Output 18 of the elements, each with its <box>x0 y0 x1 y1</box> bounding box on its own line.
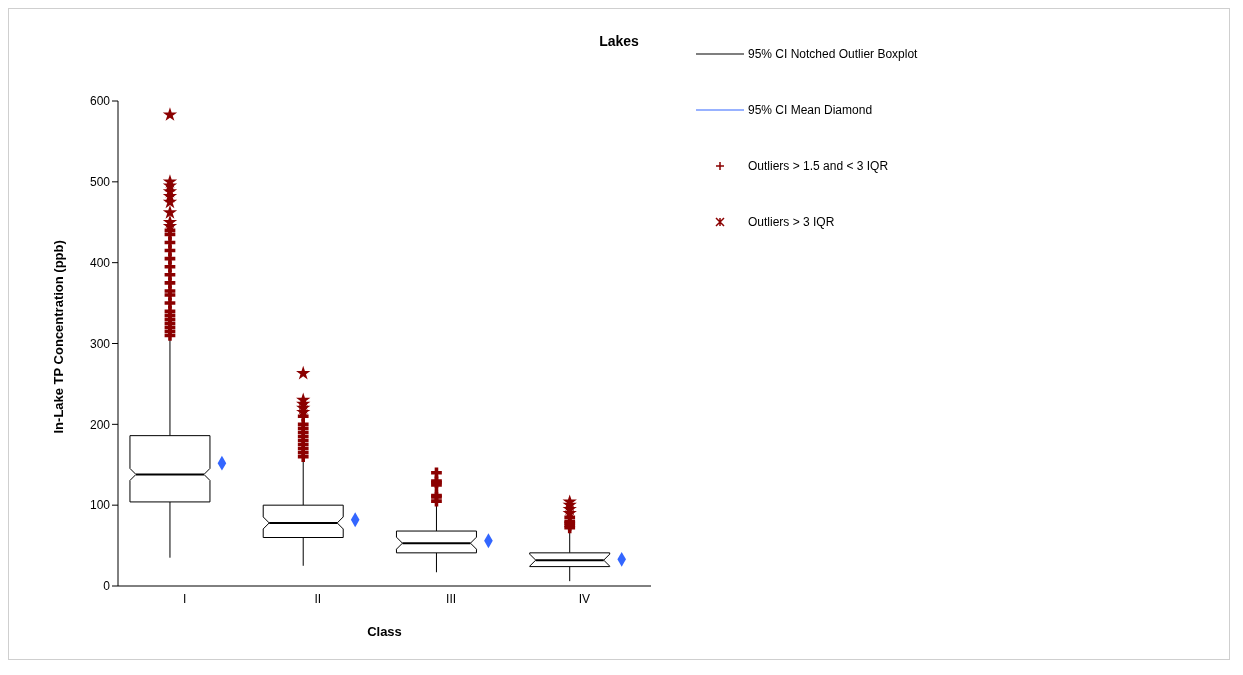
legend-label: 95% CI Mean Diamond <box>748 103 873 117</box>
legend-label: Outliers > 3 IQR <box>748 215 835 229</box>
y-tick-label: 0 <box>103 579 111 594</box>
y-tick-label: 200 <box>89 417 111 432</box>
y-tick-label: 600 <box>89 94 111 109</box>
legend-label: Outliers > 1.5 and < 3 IQR <box>748 159 889 173</box>
x-tick-label: II <box>314 591 322 606</box>
x-tick-label: IV <box>578 591 591 606</box>
y-tick-label: 100 <box>89 498 111 513</box>
y-tick-label: 500 <box>89 175 111 190</box>
x-tick-label: I <box>182 591 187 606</box>
y-axis-title: In-Lake TP Concentration (ppb) <box>50 240 66 434</box>
legend-label: 95% CI Notched Outlier Boxplot <box>748 47 918 61</box>
chart-title: Lakes <box>599 33 639 49</box>
y-tick-label: 300 <box>89 336 111 351</box>
x-tick-label: III <box>446 591 457 606</box>
y-tick-label: 400 <box>89 255 111 270</box>
x-axis-title: Class <box>367 624 402 639</box>
